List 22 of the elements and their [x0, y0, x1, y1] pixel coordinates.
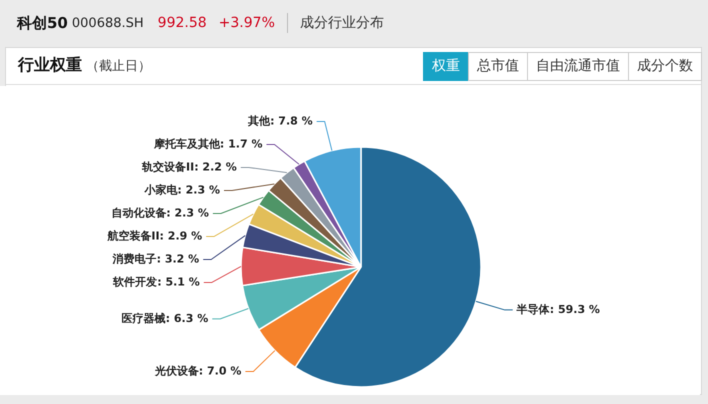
- slice-label: 光伏设备: 7.0 %: [154, 364, 242, 378]
- text: 成分行业分布: [286, 13, 384, 33]
- slice-label: 其他: 7.8 %: [247, 114, 313, 128]
- slice-label: 消费电子: 3.2 %: [112, 252, 200, 266]
- slice-label: 航空装备II: 2.9 %: [106, 229, 202, 242]
- slice-label: 轨交设备II: 2.2 %: [141, 160, 237, 174]
- text: 总市值: [468, 52, 528, 81]
- slice-label: 小家电: 2.3 %: [143, 183, 220, 196]
- slice-label: 摩托车及其他: 1.7 %: [152, 137, 262, 150]
- slice-label: 软件开发: 5.1 %: [112, 275, 200, 288]
- chart-subtitle: （截止日）: [86, 59, 151, 74]
- text: 992.58: [158, 15, 207, 31]
- text: 自由流通市值: [527, 52, 629, 81]
- text: 000688.SH: [72, 16, 144, 30]
- slice-label: 半导体: 59.3 %: [516, 302, 600, 316]
- slice-label: 医疗器械: 6.3 %: [122, 312, 208, 325]
- text: 科创50: [17, 14, 68, 32]
- slice-label: 自动化设备: 2.3 %: [111, 206, 209, 220]
- chart-title: 行业权重: [18, 55, 82, 74]
- text: 成分个数: [628, 52, 702, 81]
- text: 权重: [423, 52, 469, 81]
- text: +3.97%: [218, 15, 275, 31]
